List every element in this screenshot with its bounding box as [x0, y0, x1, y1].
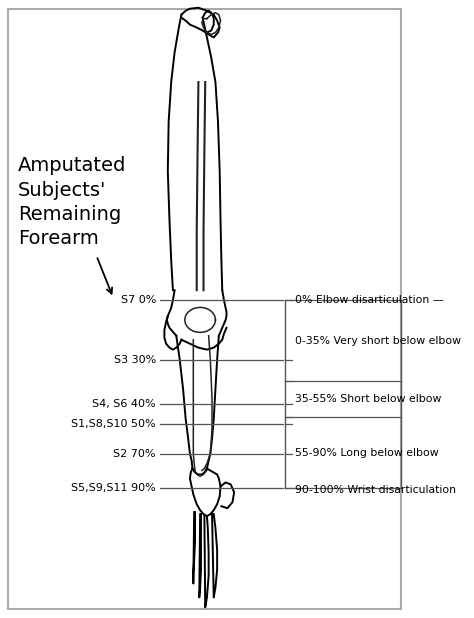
- Text: S3 30%: S3 30%: [114, 355, 156, 365]
- Text: 35-55% Short below elbow: 35-55% Short below elbow: [295, 394, 442, 404]
- Text: Amputated
Subjects'
Remaining
Forearm: Amputated Subjects' Remaining Forearm: [18, 156, 127, 248]
- Text: 0-35% Very short below elbow: 0-35% Very short below elbow: [295, 336, 461, 345]
- Text: S2 70%: S2 70%: [113, 449, 156, 459]
- Text: S1,S8,S10 50%: S1,S8,S10 50%: [71, 419, 156, 429]
- Text: 55-90% Long below elbow: 55-90% Long below elbow: [295, 447, 439, 458]
- Text: S5,S9,S11 90%: S5,S9,S11 90%: [71, 483, 156, 493]
- Text: S4, S6 40%: S4, S6 40%: [92, 399, 156, 409]
- Text: S7 0%: S7 0%: [120, 295, 156, 305]
- Text: 0% Elbow disarticulation —: 0% Elbow disarticulation —: [295, 295, 444, 305]
- Text: 90-100% Wrist disarticulation: 90-100% Wrist disarticulation: [295, 485, 456, 496]
